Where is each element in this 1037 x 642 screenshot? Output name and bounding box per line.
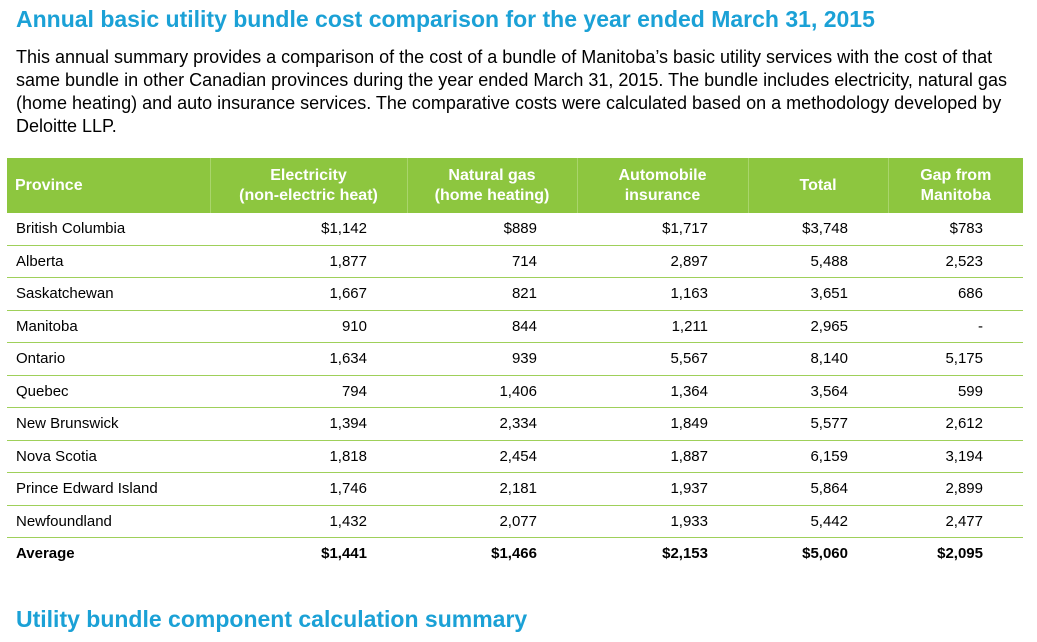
cell-natural-gas: 2,181	[407, 472, 577, 506]
cell-province: Quebec	[7, 375, 210, 408]
header-gap: Gap from Manitoba	[887, 158, 1023, 213]
header-natural-gas: Natural gas (home heating)	[406, 158, 577, 213]
cell-province: Manitoba	[7, 310, 210, 343]
cell-electricity: $1,142	[210, 213, 407, 246]
cell-automobile-insurance: 1,849	[577, 407, 748, 441]
cell-gap: -	[888, 310, 1023, 343]
cell-natural-gas: 2,077	[407, 505, 577, 538]
cell-electricity: 1,634	[210, 342, 407, 376]
cell-automobile-insurance: 1,364	[577, 375, 748, 408]
cell-total: 2,965	[748, 310, 888, 343]
table-row: Saskatchewan 1,667 821 1,163 3,651 686	[7, 277, 1023, 311]
cell-automobile-insurance: 2,897	[577, 245, 748, 278]
cell-province: Newfoundland	[7, 505, 210, 538]
cell-province: Ontario	[7, 342, 210, 376]
cell-natural-gas: 939	[407, 342, 577, 376]
cell-natural-gas: 2,334	[407, 407, 577, 441]
cell-automobile-insurance: $1,717	[577, 213, 748, 246]
table-row: Quebec 794 1,406 1,364 3,564 599	[7, 375, 1023, 408]
cell-gap: 5,175	[888, 342, 1023, 376]
cell-automobile-insurance: $2,153	[662, 545, 708, 563]
cell-gap: 2,899	[888, 472, 1023, 506]
cell-electricity: 1,877	[210, 245, 407, 278]
section-subtitle: Utility bundle component calculation sum…	[16, 606, 528, 632]
cell-natural-gas: $889	[407, 213, 577, 246]
header-automobile-insurance: Automobile insurance	[576, 158, 748, 213]
cell-province: Average	[16, 545, 75, 563]
cell-electricity: 1,432	[210, 505, 407, 538]
table-header-row: Province Electricity (non-electric heat) …	[7, 158, 1023, 213]
cell-province: British Columbia	[7, 213, 210, 246]
cell-total: 5,864	[748, 472, 888, 506]
cell-electricity: 1,746	[210, 472, 407, 506]
cell-electricity: 1,667	[210, 277, 407, 311]
cell-total: 5,488	[748, 245, 888, 278]
table-row-average: Average $1,441 $1,466 $2,153 $5,060 $2,0…	[7, 538, 1023, 570]
cell-electricity: 1,818	[210, 440, 407, 473]
cell-electricity: $1,441	[321, 545, 367, 563]
cell-electricity: 794	[210, 375, 407, 408]
table-row: Newfoundland 1,432 2,077 1,933 5,442 2,4…	[7, 505, 1023, 538]
cell-total: 6,159	[748, 440, 888, 473]
cell-electricity: 1,394	[210, 407, 407, 441]
cell-automobile-insurance: 1,887	[577, 440, 748, 473]
cell-automobile-insurance: 1,933	[577, 505, 748, 538]
table-row: Nova Scotia 1,818 2,454 1,887 6,159 3,19…	[7, 440, 1023, 473]
cell-natural-gas: 821	[407, 277, 577, 311]
intro-paragraph: This annual summary provides a compariso…	[16, 47, 1007, 136]
cell-natural-gas: 844	[407, 310, 577, 343]
cell-total: $3,748	[748, 213, 888, 246]
cell-gap: 2,477	[888, 505, 1023, 538]
cell-gap: $2,095	[937, 545, 983, 563]
table-row: Alberta 1,877 714 2,897 5,488 2,523	[7, 245, 1023, 278]
header-electricity: Electricity (non-electric heat)	[209, 158, 407, 213]
cell-gap: 2,523	[888, 245, 1023, 278]
cell-gap: 686	[888, 277, 1023, 311]
cell-gap: 599	[888, 375, 1023, 408]
cell-natural-gas: 2,454	[407, 440, 577, 473]
cell-gap: 2,612	[888, 407, 1023, 441]
header-total: Total	[747, 158, 888, 213]
cell-natural-gas: 1,406	[407, 375, 577, 408]
cell-total: 5,442	[748, 505, 888, 538]
table-row: Ontario 1,634 939 5,567 8,140 5,175	[7, 342, 1023, 376]
cell-province: Prince Edward Island	[7, 472, 210, 506]
cell-province: Saskatchewan	[7, 277, 210, 311]
header-province: Province	[7, 158, 210, 213]
cell-gap: $783	[888, 213, 1023, 246]
cell-automobile-insurance: 1,937	[577, 472, 748, 506]
cell-electricity: 910	[210, 310, 407, 343]
cell-gap: 3,194	[888, 440, 1023, 473]
cell-total: 3,564	[748, 375, 888, 408]
cell-province: Alberta	[7, 245, 210, 278]
cell-natural-gas: 714	[407, 245, 577, 278]
cell-automobile-insurance: 5,567	[577, 342, 748, 376]
cell-total: 5,577	[748, 407, 888, 441]
cell-province: Nova Scotia	[7, 440, 210, 473]
table-row: Manitoba 910 844 1,211 2,965 -	[7, 310, 1023, 343]
page-title: Annual basic utility bundle cost compari…	[16, 6, 875, 32]
bundle-cost-table: Province Electricity (non-electric heat) …	[7, 158, 1023, 570]
cell-natural-gas: $1,466	[491, 545, 537, 563]
table-row: Prince Edward Island 1,746 2,181 1,937 5…	[7, 472, 1023, 506]
cell-total: 3,651	[748, 277, 888, 311]
cell-total: $5,060	[802, 545, 848, 563]
cell-automobile-insurance: 1,163	[577, 277, 748, 311]
table-row: New Brunswick 1,394 2,334 1,849 5,577 2,…	[7, 407, 1023, 441]
cell-total: 8,140	[748, 342, 888, 376]
table-row: British Columbia $1,142 $889 $1,717 $3,7…	[7, 213, 1023, 246]
cell-province: New Brunswick	[7, 407, 210, 441]
cell-automobile-insurance: 1,211	[577, 310, 748, 343]
